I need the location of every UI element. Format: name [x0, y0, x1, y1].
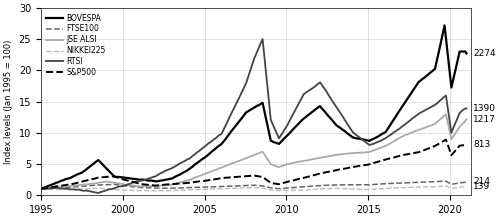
- Text: 139: 139: [473, 182, 490, 191]
- RTSI: [38, 187, 44, 190]
- JSE ALSI: [464, 118, 469, 121]
- Text: 2274: 2274: [473, 49, 496, 58]
- BOVESPA: [61, 178, 67, 181]
- Line: FTSE100: FTSE100: [41, 181, 467, 189]
- RTSI: [144, 178, 150, 181]
- NIKKEI225: [153, 189, 159, 192]
- S&P500: [140, 183, 146, 186]
- FTSE100: [201, 186, 207, 189]
- NIKKEI225: [140, 189, 146, 192]
- NIKKEI225: [269, 189, 275, 191]
- FTSE100: [140, 186, 146, 189]
- RTSI: [202, 145, 208, 147]
- FTSE100: [464, 180, 469, 183]
- RTSI: [270, 125, 276, 127]
- S&P500: [268, 182, 274, 184]
- NIKKEI225: [61, 188, 67, 191]
- FTSE100: [38, 187, 44, 190]
- S&P500: [464, 143, 469, 146]
- JSE ALSI: [140, 185, 146, 187]
- JSE ALSI: [443, 113, 449, 116]
- RTSI: [464, 107, 469, 110]
- BOVESPA: [464, 52, 469, 55]
- NIKKEI225: [202, 188, 208, 191]
- Text: 214: 214: [473, 177, 490, 186]
- RTSI: [260, 38, 266, 40]
- Line: RTSI: RTSI: [41, 39, 467, 193]
- Line: S&P500: S&P500: [41, 140, 467, 189]
- FTSE100: [268, 187, 274, 189]
- BOVESPA: [140, 178, 146, 181]
- BOVESPA: [142, 179, 148, 181]
- S&P500: [38, 187, 44, 190]
- NIKKEI225: [142, 189, 148, 192]
- JSE ALSI: [38, 187, 44, 190]
- NIKKEI225: [443, 185, 449, 187]
- BOVESPA: [442, 24, 448, 27]
- S&P500: [142, 183, 148, 186]
- JSE ALSI: [142, 185, 148, 187]
- Line: BOVESPA: BOVESPA: [41, 25, 467, 189]
- RTSI: [142, 178, 148, 181]
- FTSE100: [61, 186, 67, 189]
- JSE ALSI: [268, 163, 274, 166]
- JSE ALSI: [306, 159, 312, 161]
- S&P500: [61, 184, 67, 187]
- BOVESPA: [268, 139, 274, 142]
- FTSE100: [142, 186, 148, 189]
- NIKKEI225: [308, 188, 314, 191]
- NIKKEI225: [464, 185, 469, 188]
- Text: 1217: 1217: [473, 115, 496, 124]
- FTSE100: [443, 180, 449, 182]
- Legend: BOVESPA, FTSE100, JSE ALSI, NIKKEI225, RTSI, S&P500: BOVESPA, FTSE100, JSE ALSI, NIKKEI225, R…: [45, 12, 107, 79]
- BOVESPA: [201, 157, 207, 159]
- FTSE100: [306, 185, 312, 188]
- RTSI: [61, 187, 67, 190]
- RTSI: [309, 87, 315, 90]
- S&P500: [201, 180, 207, 182]
- Text: 813: 813: [473, 140, 490, 149]
- S&P500: [443, 138, 449, 141]
- NIKKEI225: [38, 187, 44, 190]
- JSE ALSI: [201, 173, 207, 176]
- Y-axis label: Index levels (Jan 1995 = 100): Index levels (Jan 1995 = 100): [4, 39, 13, 164]
- Line: JSE ALSI: JSE ALSI: [41, 114, 467, 189]
- BOVESPA: [38, 187, 44, 190]
- S&P500: [306, 175, 312, 178]
- BOVESPA: [306, 113, 312, 116]
- Line: NIKKEI225: NIKKEI225: [41, 186, 467, 191]
- RTSI: [96, 192, 102, 194]
- JSE ALSI: [61, 185, 67, 188]
- Text: 1390: 1390: [473, 104, 496, 113]
